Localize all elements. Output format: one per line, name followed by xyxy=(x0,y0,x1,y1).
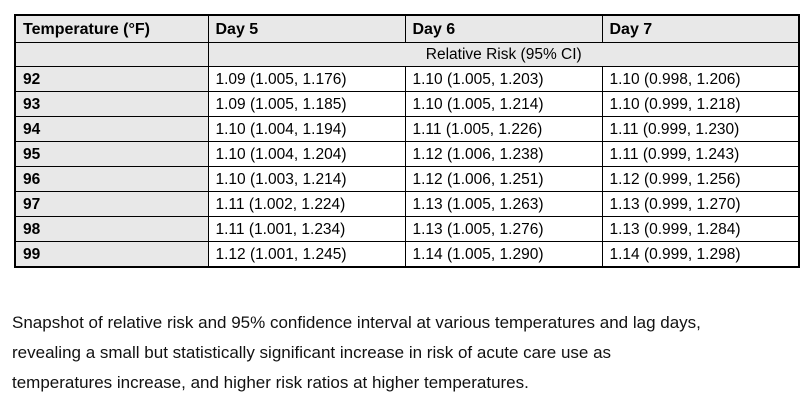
figure-caption: Snapshot of relative risk and 95% confid… xyxy=(12,308,802,398)
temperature-cell: 96 xyxy=(14,166,209,192)
relative-risk-table-container: Temperature (°F) Day 5 Day 6 Day 7 Relat… xyxy=(14,14,800,268)
table-header-row: Temperature (°F) Day 5 Day 6 Day 7 xyxy=(14,14,800,43)
day5-cell: 1.10 (1.004, 1.194) xyxy=(207,116,406,142)
day7-cell: 1.14 (0.999, 1.298) xyxy=(601,241,800,268)
column-header-day6: Day 6 xyxy=(404,14,603,43)
day7-cell: 1.10 (0.999, 1.218) xyxy=(601,91,800,117)
day6-cell: 1.11 (1.005, 1.226) xyxy=(404,116,603,142)
day7-cell: 1.13 (0.999, 1.284) xyxy=(601,216,800,242)
caption-line: Snapshot of relative risk and 95% confid… xyxy=(12,313,701,332)
temperature-cell: 97 xyxy=(14,191,209,217)
table-row: 96 1.10 (1.003, 1.214) 1.12 (1.006, 1.25… xyxy=(14,166,800,192)
day7-cell: 1.11 (0.999, 1.243) xyxy=(601,141,800,167)
temperature-cell: 99 xyxy=(14,241,209,268)
day6-cell: 1.14 (1.005, 1.290) xyxy=(404,241,603,268)
day6-cell: 1.12 (1.006, 1.251) xyxy=(404,166,603,192)
day6-cell: 1.12 (1.006, 1.238) xyxy=(404,141,603,167)
day5-cell: 1.09 (1.005, 1.185) xyxy=(207,91,406,117)
table-row: 93 1.09 (1.005, 1.185) 1.10 (1.005, 1.21… xyxy=(14,91,800,117)
column-header-day5: Day 5 xyxy=(207,14,406,43)
temperature-cell: 98 xyxy=(14,216,209,242)
day5-cell: 1.10 (1.004, 1.204) xyxy=(207,141,406,167)
caption-line: temperatures increase, and higher risk r… xyxy=(12,373,529,392)
table-row: 98 1.11 (1.001, 1.234) 1.13 (1.005, 1.27… xyxy=(14,216,800,242)
column-header-temperature: Temperature (°F) xyxy=(14,14,209,43)
caption-line: revealing a small but statistically sign… xyxy=(12,343,612,362)
table-subheader-row: Relative Risk (95% CI) xyxy=(14,42,800,67)
day6-cell: 1.10 (1.005, 1.214) xyxy=(404,91,603,117)
day5-cell: 1.11 (1.002, 1.224) xyxy=(207,191,406,217)
day5-cell: 1.11 (1.001, 1.234) xyxy=(207,216,406,242)
table-row: 92 1.09 (1.005, 1.176) 1.10 (1.005, 1.20… xyxy=(14,66,800,92)
day7-cell: 1.11 (0.999, 1.230) xyxy=(601,116,800,142)
day6-cell: 1.13 (1.005, 1.276) xyxy=(404,216,603,242)
temperature-cell: 94 xyxy=(14,116,209,142)
table-row: 99 1.12 (1.001, 1.245) 1.14 (1.005, 1.29… xyxy=(14,241,800,268)
day6-cell: 1.10 (1.005, 1.203) xyxy=(404,66,603,92)
table-row: 95 1.10 (1.004, 1.204) 1.12 (1.006, 1.23… xyxy=(14,141,800,167)
temperature-cell: 95 xyxy=(14,141,209,167)
column-header-day7: Day 7 xyxy=(601,14,800,43)
day6-cell: 1.13 (1.005, 1.263) xyxy=(404,191,603,217)
day7-cell: 1.13 (0.999, 1.270) xyxy=(601,191,800,217)
subheader-blank-cell xyxy=(14,42,209,67)
day5-cell: 1.10 (1.003, 1.214) xyxy=(207,166,406,192)
temperature-cell: 93 xyxy=(14,91,209,117)
subheader-relative-risk-label: Relative Risk (95% CI) xyxy=(207,42,800,67)
temperature-cell: 92 xyxy=(14,66,209,92)
day7-cell: 1.12 (0.999, 1.256) xyxy=(601,166,800,192)
day7-cell: 1.10 (0.998, 1.206) xyxy=(601,66,800,92)
table-row: 97 1.11 (1.002, 1.224) 1.13 (1.005, 1.26… xyxy=(14,191,800,217)
day5-cell: 1.12 (1.001, 1.245) xyxy=(207,241,406,268)
day5-cell: 1.09 (1.005, 1.176) xyxy=(207,66,406,92)
table-row: 94 1.10 (1.004, 1.194) 1.11 (1.005, 1.22… xyxy=(14,116,800,142)
relative-risk-table: Temperature (°F) Day 5 Day 6 Day 7 Relat… xyxy=(14,14,800,268)
